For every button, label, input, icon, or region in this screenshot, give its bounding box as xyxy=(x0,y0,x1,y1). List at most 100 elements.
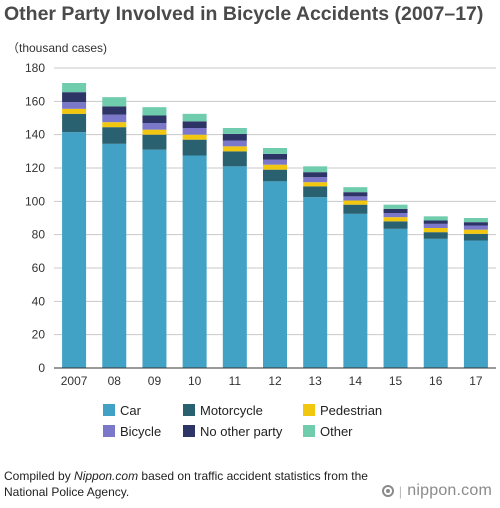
bar-segment-motorcycle xyxy=(383,221,408,229)
bar-segment-bicycle xyxy=(222,140,247,147)
x-tick-label: 17 xyxy=(469,374,483,388)
y-tick-label: 180 xyxy=(25,61,45,75)
bar-segment-pedestrian xyxy=(263,164,287,170)
x-tick-label: 15 xyxy=(389,374,403,388)
y-tick-label: 60 xyxy=(32,261,46,275)
bar-segment-motorcycle xyxy=(463,233,488,241)
bar-segment-no-other-party xyxy=(263,153,287,160)
bar-segment-pedestrian xyxy=(102,122,127,128)
bar-segment-bicycle xyxy=(62,102,87,109)
legend-label: Other xyxy=(320,424,353,439)
chart-title: Other Party Involved in Bicycle Accident… xyxy=(4,3,484,25)
logo-separator: | xyxy=(398,483,403,499)
bar-segment-pedestrian xyxy=(182,134,207,140)
bar-segment-no-other-party xyxy=(423,220,448,224)
bar-segment-motorcycle xyxy=(62,113,87,133)
bar-segment-no-other-party xyxy=(142,115,167,123)
bar-segment-car xyxy=(62,132,87,368)
bar-segment-no-other-party xyxy=(303,172,328,178)
bar-segment-no-other-party xyxy=(463,222,488,226)
bar-segment-car xyxy=(182,155,207,368)
legend-swatch xyxy=(183,404,195,416)
nippon-logo: | nippon.com xyxy=(381,482,492,500)
source-suffix: based on traffic accident statistics fro… xyxy=(4,469,368,499)
y-tick-label: 120 xyxy=(25,161,45,175)
bar-segment-pedestrian xyxy=(62,108,87,114)
x-tick-label: 13 xyxy=(309,374,323,388)
bar-segment-car xyxy=(463,240,488,368)
bar-segment-no-other-party xyxy=(102,106,127,115)
bar-segment-motorcycle xyxy=(303,186,328,198)
bar-segment-bicycle xyxy=(102,114,127,123)
logo-text: nippon.com xyxy=(407,482,492,499)
bar-segment-pedestrian xyxy=(142,129,167,135)
bar-segment-other xyxy=(102,97,127,107)
x-tick-label: 10 xyxy=(188,374,202,388)
bar-segment-motorcycle xyxy=(142,134,167,150)
bar-segment-motorcycle xyxy=(102,127,127,144)
bar-segment-car xyxy=(303,197,328,368)
x-tick-label: 09 xyxy=(148,374,162,388)
bar-segment-other xyxy=(62,83,87,93)
bar-segment-other xyxy=(423,216,448,221)
bar-segment-car xyxy=(383,228,408,368)
y-axis-unit-label: （thousand cases) xyxy=(7,41,108,55)
bar-segment-car xyxy=(423,238,448,368)
logo-circle-icon xyxy=(381,485,394,497)
legend-swatch xyxy=(303,404,315,416)
x-tick-label: 2007 xyxy=(61,374,88,388)
bar-segment-bicycle xyxy=(182,128,207,135)
bar-segment-car xyxy=(263,181,287,368)
bar-segment-motorcycle xyxy=(423,232,448,239)
source-site: Nippon.com xyxy=(74,469,139,483)
source-note: Compiled by Nippon.com based on traffic … xyxy=(4,468,384,500)
x-tick-label: 16 xyxy=(429,374,443,388)
bar-segment-bicycle xyxy=(463,225,488,230)
x-tick-label: 11 xyxy=(229,374,242,388)
bar-segment-bicycle xyxy=(383,213,408,218)
bar-segment-other xyxy=(222,128,247,134)
bar-segment-pedestrian xyxy=(423,228,448,233)
bar-segment-other xyxy=(142,107,167,116)
bar-segment-other xyxy=(182,113,207,122)
x-tick-label: 12 xyxy=(268,374,282,388)
legend-label: Motorcycle xyxy=(200,403,263,418)
legend-label: Car xyxy=(120,403,142,418)
legend-label: No other party xyxy=(200,424,283,439)
bar-segment-car xyxy=(142,149,167,368)
y-tick-label: 140 xyxy=(25,128,45,142)
y-tick-label: 40 xyxy=(32,294,46,308)
y-tick-label: 80 xyxy=(32,228,46,242)
source-prefix: Compiled by xyxy=(4,469,75,483)
bar-segment-other xyxy=(383,204,408,209)
legend-swatch xyxy=(103,425,115,437)
bar-segment-car xyxy=(222,166,247,368)
bar-segment-car xyxy=(343,213,368,368)
bar-segment-pedestrian xyxy=(303,182,328,187)
legend-swatch xyxy=(183,425,195,437)
legend-swatch xyxy=(303,425,315,437)
bar-segment-motorcycle xyxy=(222,151,247,167)
bar-segment-bicycle xyxy=(142,123,167,130)
bar-segment-other xyxy=(343,187,368,193)
bar-segment-other xyxy=(463,218,488,223)
y-tick-label: 160 xyxy=(25,94,45,108)
bar-segment-car xyxy=(102,143,127,368)
bar-segment-no-other-party xyxy=(383,208,408,213)
x-tick-label: 08 xyxy=(108,374,122,388)
bar-segment-bicycle xyxy=(343,196,368,201)
bar-segment-pedestrian xyxy=(222,146,247,152)
bar-segment-pedestrian xyxy=(383,217,408,222)
stacked-bar-chart: 0 20 40 60 80 100 120 140 160 180 2007 08 09 10 11 12 13… xyxy=(25,61,496,439)
bar-segment-pedestrian xyxy=(463,229,488,234)
bar-segment-bicycle xyxy=(263,159,287,165)
bar-segment-other xyxy=(263,148,287,154)
bar-segment-no-other-party xyxy=(343,192,368,197)
y-tick-label: 0 xyxy=(38,361,45,375)
bar-segment-bicycle xyxy=(423,223,448,228)
bar-segment-pedestrian xyxy=(343,200,368,205)
legend-label: Bicycle xyxy=(120,424,161,439)
bar-segment-motorcycle xyxy=(263,169,287,182)
bar-segment-no-other-party xyxy=(222,133,247,141)
legend-label: Pedestrian xyxy=(320,403,382,418)
